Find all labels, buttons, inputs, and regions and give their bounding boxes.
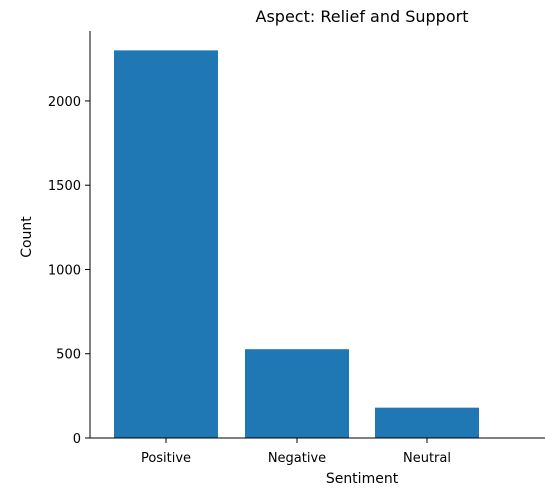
y-tick-label: 1000 [48,263,81,278]
y-tick-label: 2000 [48,95,81,110]
axes-frame [89,31,545,439]
x-axis-label: Sentiment [326,471,399,487]
y-tick-label: 0 [73,432,81,447]
chart-title: Aspect: Relief and Support [256,7,469,26]
y-tick-label: 1500 [48,179,81,194]
bar-positive [114,50,218,438]
x-ticks-group: Positive Negative Neutral [141,438,451,466]
bar-negative [245,349,349,438]
x-tick-label-positive: Positive [141,451,191,466]
bars-group [114,50,479,438]
y-ticks-group: 0 500 1000 1500 2000 [48,95,90,447]
x-tick-label-negative: Negative [268,451,326,466]
y-axis-label: Count [19,216,35,258]
y-tick-label: 500 [56,348,81,363]
x-tick-label-neutral: Neutral [403,451,451,466]
bar-neutral [375,407,479,438]
